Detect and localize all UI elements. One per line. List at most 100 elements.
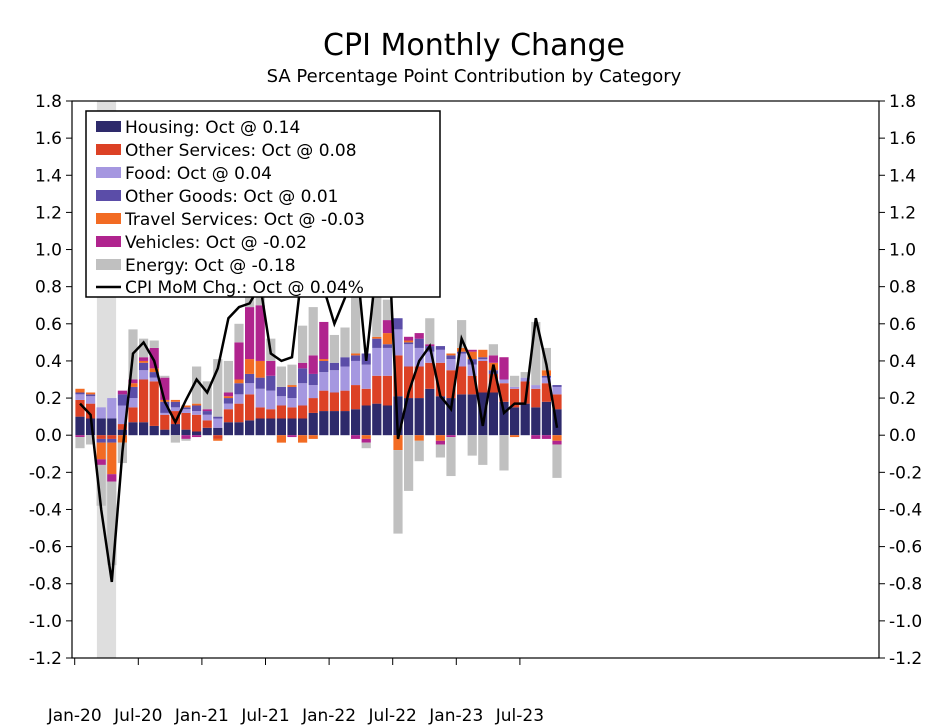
x-tick-label-jan-20: Jan-20 bbox=[47, 706, 102, 726]
bar-other-services-jun-20 bbox=[128, 407, 138, 423]
bar-other-goods-jan-21 bbox=[202, 411, 212, 415]
bar-housing-apr-21 bbox=[234, 422, 244, 436]
bar-food-sep-22 bbox=[414, 347, 424, 367]
bar-energy-jul-22 bbox=[393, 450, 403, 534]
bar-food-jul-23 bbox=[520, 377, 530, 382]
bar-housing-mar-21 bbox=[223, 422, 233, 436]
bar-energy-nov-21 bbox=[308, 307, 318, 356]
legend: Housing: Oct @ 0.14 Other Services: Oct … bbox=[85, 110, 441, 298]
y-tick-label-right: 0.2 bbox=[889, 389, 916, 409]
bar-other-goods-apr-23 bbox=[488, 370, 498, 374]
bar-energy-aug-22 bbox=[404, 435, 414, 491]
bar-food-mar-22 bbox=[351, 360, 361, 386]
bar-other-goods-nov-21 bbox=[308, 373, 318, 386]
bar-other-services-feb-21 bbox=[213, 435, 223, 439]
bar-travel-services-mar-23 bbox=[478, 349, 488, 358]
bar-food-nov-21 bbox=[308, 385, 318, 399]
legend-swatch-travel-services bbox=[96, 213, 121, 224]
bar-housing-jan-23 bbox=[457, 394, 467, 436]
bar-housing-nov-20 bbox=[181, 429, 191, 436]
bar-vehicles-jan-21 bbox=[202, 409, 212, 412]
y-tick-label-left: 1.6 bbox=[35, 129, 62, 149]
bar-energy-apr-20 bbox=[107, 481, 117, 566]
bar-travel-services-nov-21 bbox=[308, 435, 318, 439]
bar-food-oct-22 bbox=[425, 351, 435, 363]
bar-travel-services-apr-20 bbox=[107, 442, 117, 475]
bar-other-services-nov-22 bbox=[435, 362, 445, 397]
bar-food-aug-23 bbox=[531, 385, 541, 389]
bar-food-mar-20 bbox=[96, 407, 106, 419]
bar-vehicles-sep-22 bbox=[414, 333, 424, 339]
y-tick-label-left: 0.0 bbox=[35, 426, 62, 446]
bar-vehicles-nov-21 bbox=[308, 355, 318, 374]
bar-other-goods-feb-21 bbox=[213, 416, 223, 419]
bar-other-services-sep-23 bbox=[541, 383, 551, 402]
bar-energy-dec-22 bbox=[446, 437, 456, 477]
bar-housing-sep-20 bbox=[160, 429, 170, 436]
bar-other-services-sep-20 bbox=[160, 414, 170, 430]
bar-other-goods-may-20 bbox=[117, 394, 127, 406]
chart-title: CPI Monthly Change bbox=[323, 28, 625, 63]
y-tick-label-right: -0.6 bbox=[889, 538, 922, 558]
bar-travel-services-feb-21 bbox=[213, 438, 223, 441]
y-tick-label-left: 1.0 bbox=[35, 241, 62, 261]
bar-energy-nov-22 bbox=[435, 444, 445, 458]
bar-housing-jan-21 bbox=[202, 427, 212, 436]
bar-travel-services-dec-22 bbox=[446, 353, 456, 356]
x-tick-label-jul-23: Jul-23 bbox=[495, 706, 544, 726]
bar-food-sep-21 bbox=[287, 398, 297, 408]
bar-other-goods-mar-20 bbox=[96, 438, 106, 443]
bar-energy-mar-23 bbox=[478, 435, 488, 465]
bar-other-services-aug-22 bbox=[404, 366, 414, 399]
bar-travel-services-mar-22 bbox=[351, 353, 361, 356]
y-tick-label-left: 1.2 bbox=[35, 203, 62, 223]
y-tick-label-right: -0.8 bbox=[889, 575, 922, 595]
y-tick-label-left: -0.4 bbox=[29, 500, 62, 520]
bar-housing-aug-21 bbox=[276, 418, 286, 436]
bar-vehicles-jul-21 bbox=[266, 360, 276, 376]
y-tick-label-left: -1.2 bbox=[29, 649, 62, 669]
bar-other-goods-aug-22 bbox=[404, 342, 414, 345]
bar-housing-may-20 bbox=[117, 429, 127, 436]
bar-other-services-aug-21 bbox=[276, 405, 286, 419]
bar-other-goods-oct-20 bbox=[170, 401, 180, 408]
x-tick-label-jul-22: Jul-22 bbox=[368, 706, 417, 726]
bar-travel-services-jul-20 bbox=[139, 360, 149, 363]
y-tick-label-left: -0.8 bbox=[29, 575, 62, 595]
bar-energy-feb-21 bbox=[213, 359, 223, 417]
legend-label-cpi: CPI MoM Chg.: Oct @ 0.04% bbox=[125, 278, 364, 298]
bar-travel-services-may-21 bbox=[245, 359, 255, 374]
legend-label-housing: Housing: Oct @ 0.14 bbox=[125, 118, 300, 138]
bar-travel-services-feb-20 bbox=[86, 392, 96, 395]
bar-other-services-mar-22 bbox=[351, 385, 361, 410]
bar-housing-oct-22 bbox=[425, 388, 435, 436]
bar-vehicles-may-21 bbox=[245, 307, 255, 360]
bar-housing-nov-21 bbox=[308, 412, 318, 436]
bar-food-jun-21 bbox=[255, 388, 265, 408]
bar-vehicles-oct-21 bbox=[298, 362, 308, 369]
bar-food-oct-20 bbox=[170, 407, 180, 412]
bar-housing-aug-20 bbox=[149, 425, 159, 436]
bar-other-services-oct-23 bbox=[552, 394, 562, 410]
bar-vehicles-may-20 bbox=[117, 390, 127, 395]
bar-vehicles-apr-23 bbox=[488, 355, 498, 363]
bar-housing-mar-22 bbox=[351, 409, 361, 436]
bar-housing-sep-22 bbox=[414, 398, 424, 436]
bar-travel-services-may-22 bbox=[372, 336, 382, 339]
legend-label-vehicles: Vehicles: Oct @ -0.02 bbox=[125, 233, 307, 253]
bar-other-services-jul-20 bbox=[139, 379, 149, 423]
bar-vehicles-jul-20 bbox=[139, 357, 149, 361]
bar-housing-sep-23 bbox=[541, 401, 551, 436]
bar-food-apr-22 bbox=[361, 364, 371, 389]
bar-travel-services-mar-21 bbox=[223, 396, 233, 399]
bar-housing-nov-22 bbox=[435, 396, 445, 436]
bars-layer bbox=[75, 251, 562, 566]
bar-travel-services-nov-20 bbox=[181, 405, 191, 408]
bar-housing-jun-21 bbox=[255, 418, 265, 436]
y-tick-label-right: 0.4 bbox=[889, 352, 916, 372]
bar-food-jun-23 bbox=[510, 386, 520, 389]
y-tick-label-left: 0.2 bbox=[35, 389, 62, 409]
bar-food-apr-21 bbox=[234, 394, 244, 404]
bar-other-goods-jan-20 bbox=[75, 392, 85, 395]
